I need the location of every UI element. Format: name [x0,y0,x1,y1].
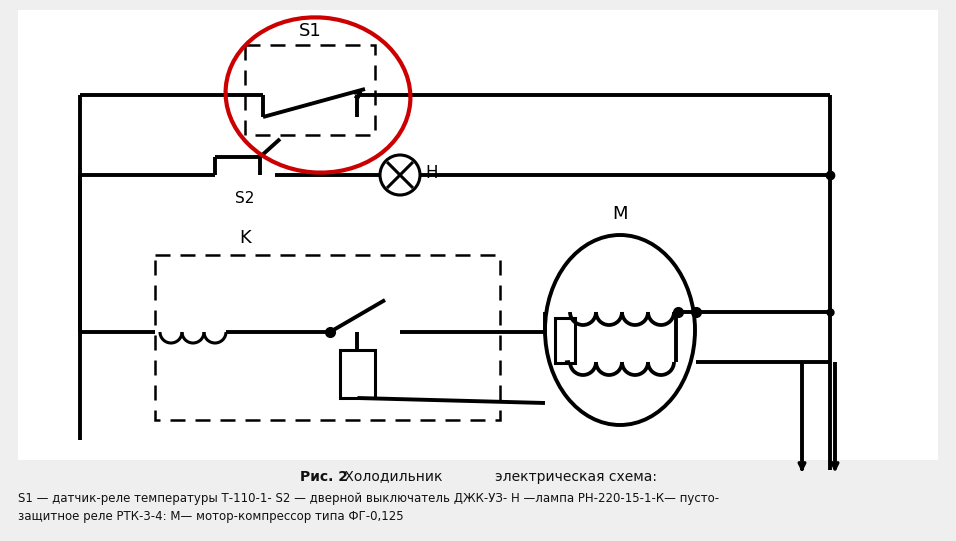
FancyBboxPatch shape [18,10,938,460]
Text: S1: S1 [298,22,321,40]
Text: S2: S2 [235,191,254,206]
Bar [155,255,500,420]
Text: H: H [425,164,438,182]
Text: защитное реле РТК-3-4: М— мотор-компрессор типа ФГ-0,125: защитное реле РТК-3-4: М— мотор-компресс… [18,510,403,523]
Text: M: M [612,205,628,223]
Text: S1 — датчик-реле температуры Т-110-1- S2 — дверной выключатель ДЖК-УЗ- Н —лампа : S1 — датчик-реле температуры Т-110-1- S2… [18,492,719,505]
Bar [340,350,375,398]
Text: K: K [239,229,250,247]
Bar [555,318,575,362]
Text: Холодильник            электрическая схема:: Холодильник электрическая схема: [340,470,657,484]
Bar [245,45,375,135]
Text: Рис. 2: Рис. 2 [300,470,348,484]
